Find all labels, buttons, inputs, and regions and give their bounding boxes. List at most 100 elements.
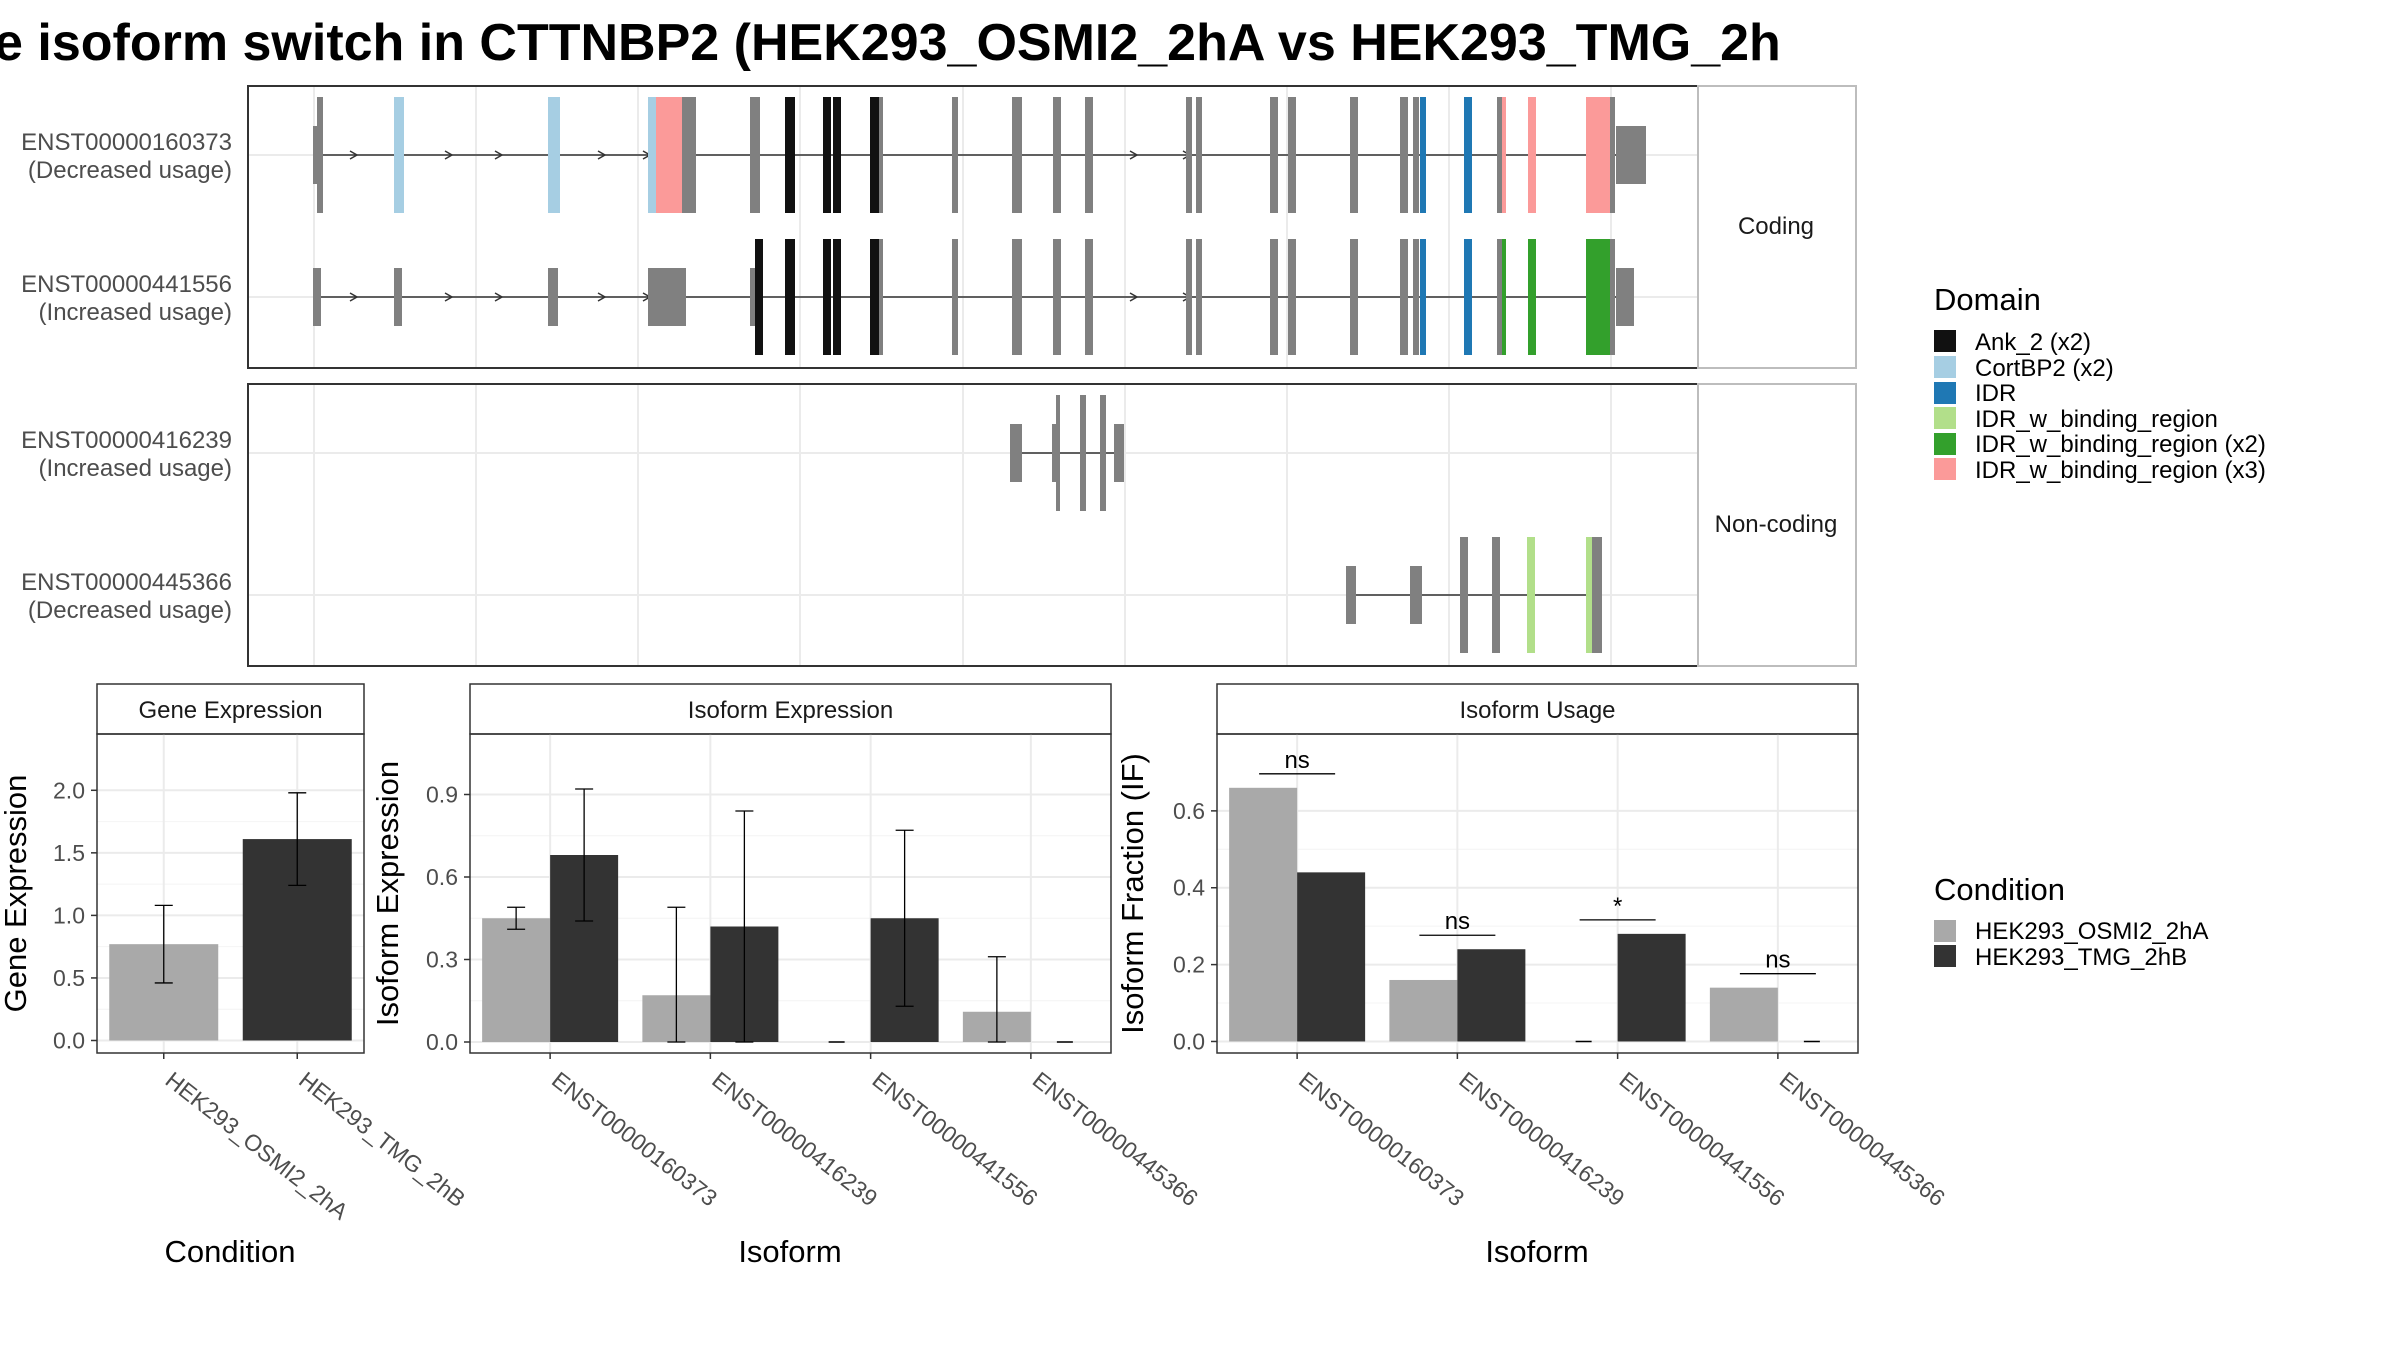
transcript-2-exon <box>1413 239 1419 355</box>
bar <box>1457 949 1526 1042</box>
y-tick-label: 0.3 <box>426 947 458 973</box>
y-tick-label: 0.6 <box>1173 798 1205 824</box>
panel-strip <box>469 683 1112 735</box>
transcript-1-exon <box>313 126 319 184</box>
transcript-1-exon <box>1196 97 1202 213</box>
legend-swatch-cond-b <box>1934 945 1956 967</box>
transcript-note-1: (Decreased usage) <box>28 157 232 184</box>
transcript-2-exon <box>1586 239 1610 355</box>
x-tick-label: ENST00000416239 <box>1454 1066 1629 1211</box>
transcript-1-direction-arrow <box>349 150 359 160</box>
y-tick-label: 0.0 <box>1173 1028 1205 1054</box>
transcript-3-exon <box>1052 424 1058 482</box>
y-tick-label: 0.0 <box>53 1027 85 1053</box>
transcript-1-exon <box>952 97 958 213</box>
bar <box>1709 987 1778 1042</box>
domain-legend: Domain Ank_2 (x2) CortBP2 (x2) IDR IDR_w… <box>1934 282 2266 484</box>
panel-title: Isoform Usage <box>1459 697 1615 724</box>
figure-title: e isoform switch in CTTNBP2 (HEK293_OSMI… <box>0 14 1781 72</box>
transcript-2-exon <box>313 268 321 326</box>
transcript-1-direction-arrow <box>597 150 607 160</box>
y-tick-label: 0.4 <box>1173 875 1205 901</box>
transcript-2-exon <box>879 239 883 355</box>
legend-swatch-idr-bind-x3 <box>1934 458 1956 480</box>
transcript-2-exon <box>394 268 402 326</box>
transcript-1-exon <box>656 97 682 213</box>
transcript-2-exon <box>785 239 795 355</box>
transcript-1-direction-arrow <box>494 150 504 160</box>
transcript-2-exon <box>823 239 831 355</box>
significance-label: ns <box>1445 908 1470 935</box>
transcript-2-exon <box>833 239 841 355</box>
transcript-2-exon <box>1196 239 1202 355</box>
y-axis-title: Isoform Expression <box>370 761 405 1026</box>
transcript-4-exon <box>1410 566 1422 624</box>
panel-title: Gene Expression <box>138 697 322 724</box>
transcript-4-exon <box>1346 566 1356 624</box>
transcript-1-exon <box>1288 97 1296 213</box>
legend-swatch-idr-bind <box>1934 407 1956 429</box>
transcript-4-exon <box>1460 537 1468 653</box>
bar <box>1229 787 1298 1042</box>
condition-legend-title: Condition <box>1934 872 2065 907</box>
transcript-note-2: (Increased usage) <box>39 299 232 326</box>
panel-border <box>469 733 1112 1054</box>
domain-legend-title: Domain <box>1934 282 2041 317</box>
significance-label: ns <box>1765 947 1790 974</box>
transcript-1-exon <box>1186 97 1192 213</box>
transcript-1-exon <box>1464 97 1472 213</box>
transcript-2-exon <box>548 268 558 326</box>
transcript-2-exon <box>1012 239 1022 355</box>
transcript-2-exon <box>1502 239 1506 355</box>
transcript-1-exon <box>1400 97 1408 213</box>
transcript-2-exon <box>1186 239 1192 355</box>
legend-swatch-ank2 <box>1934 330 1956 352</box>
transcript-1-exon <box>750 97 760 213</box>
transcript-1-exon <box>833 97 841 213</box>
transcript-label-3: ENST00000416239 <box>21 427 232 454</box>
legend-label-idr-bind: IDR_w_binding_region <box>1975 406 2218 433</box>
transcript-2-exon <box>1270 239 1278 355</box>
y-tick-label: 1.0 <box>53 902 85 928</box>
x-axis-title: Isoform <box>738 1234 841 1269</box>
transcript-1-exon <box>1497 97 1505 213</box>
transcript-2-direction-arrow <box>349 292 359 302</box>
legend-label-cond-a: HEK293_OSMI2_2hA <box>1975 918 2208 945</box>
legend-swatch-idr <box>1934 382 1956 404</box>
transcript-2-exon <box>1616 268 1634 326</box>
y-tick-label: 0.9 <box>426 782 458 808</box>
y-axis-title: Gene Expression <box>0 775 33 1013</box>
x-tick-label: ENST00000160373 <box>1294 1066 1469 1211</box>
transcript-2-exon <box>1464 239 1472 355</box>
transcript-4-exon <box>1592 537 1602 653</box>
y-tick-label: 0.0 <box>426 1029 458 1055</box>
y-tick-label: 0.5 <box>53 965 85 991</box>
panel-title: Isoform Expression <box>688 697 893 724</box>
transcript-2-exon <box>755 239 763 355</box>
transcript-4-exon <box>1586 537 1592 653</box>
transcript-3-exon <box>1100 395 1106 511</box>
x-tick-label: ENST00000441556 <box>868 1066 1043 1211</box>
transcript-label-2: ENST00000441556 <box>21 271 232 298</box>
bar <box>1389 979 1458 1042</box>
transcript-1-exon <box>548 97 560 213</box>
transcript-1-exon <box>870 97 880 213</box>
transcript-note-3: (Increased usage) <box>39 455 232 482</box>
x-tick-label: ENST00000445366 <box>1775 1066 1950 1211</box>
transcript-2-exon <box>1528 239 1536 355</box>
transcript-1-exon <box>1586 97 1610 213</box>
facet-label-noncoding: Non-coding <box>1715 511 1838 538</box>
transcript-4-exon <box>1492 537 1500 653</box>
x-tick-label: ENST00000416239 <box>707 1066 882 1211</box>
significance-label: ns <box>1284 747 1309 774</box>
transcript-4-exon <box>1527 537 1535 653</box>
transcript-1-exon <box>823 97 831 213</box>
transcript-2-exon <box>1288 239 1296 355</box>
x-axis-title: Isoform <box>1485 1234 1588 1269</box>
transcript-2-exon <box>1053 239 1061 355</box>
transcript-1-exon <box>394 97 404 213</box>
transcript-2-exon <box>1350 239 1358 355</box>
transcript-1-exon <box>879 97 883 213</box>
panel-strip <box>1216 683 1859 735</box>
